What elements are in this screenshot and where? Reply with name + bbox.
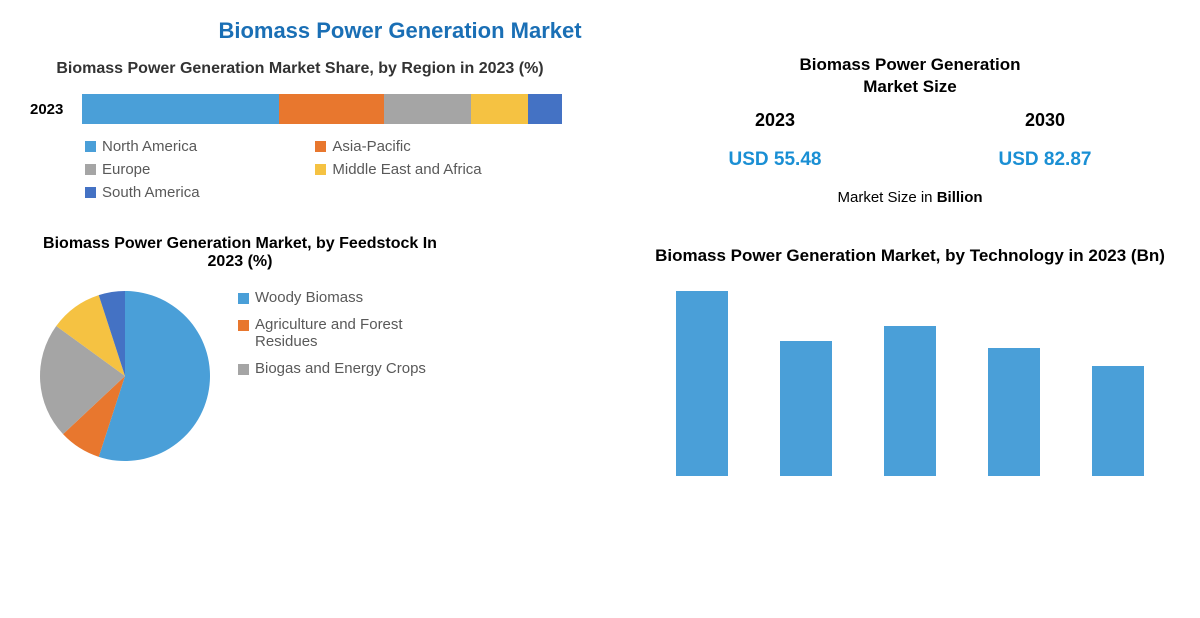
technology-bar: [780, 341, 832, 476]
market-size-title-l1: Biomass Power Generation: [799, 55, 1020, 74]
left-column: Biomass Power Generation Market Share, b…: [0, 54, 620, 476]
region-bar-row: 2023: [30, 94, 620, 124]
region-stacked-bar: [82, 94, 562, 124]
feedstock-legend: Woody Biomass Agriculture and Forest Resi…: [238, 289, 455, 471]
legend-swatch: [238, 364, 249, 375]
legend-swatch: [315, 164, 326, 175]
value-2023: USD 55.48: [729, 149, 822, 171]
legend-swatch: [85, 141, 96, 152]
market-size-note: Market Size in Billion: [640, 189, 1180, 206]
legend-label: Middle East and Africa: [332, 161, 481, 178]
market-size-title: Biomass Power Generation Market Size: [640, 54, 1180, 98]
region-legend-item: Europe: [85, 161, 315, 178]
region-row-label: 2023: [30, 101, 82, 118]
technology-title: Biomass Power Generation Market, by Tech…: [640, 246, 1180, 266]
market-size-note-bold: Billion: [937, 189, 983, 206]
right-column: Biomass Power Generation Market Size 202…: [620, 54, 1180, 476]
region-segment: [471, 94, 529, 124]
value-2030: USD 82.87: [999, 149, 1092, 171]
region-chart: Biomass Power Generation Market Share, b…: [30, 60, 620, 207]
legend-label: Asia-Pacific: [332, 138, 410, 155]
legend-swatch: [85, 164, 96, 175]
region-legend-item: North America: [85, 138, 315, 155]
legend-label: Woody Biomass: [255, 289, 363, 306]
region-segment: [384, 94, 470, 124]
market-size-title-l2: Market Size: [863, 77, 957, 96]
region-segment: [82, 94, 279, 124]
region-chart-title: Biomass Power Generation Market Share, b…: [30, 60, 570, 78]
technology-bar: [884, 326, 936, 476]
market-size-note-prefix: Market Size in: [837, 189, 936, 206]
region-segment: [279, 94, 385, 124]
region-legend-item: Middle East and Africa: [315, 161, 545, 178]
feedstock-row: Woody Biomass Agriculture and Forest Resi…: [30, 281, 455, 471]
feedstock-legend-item: Agriculture and Forest Residues: [238, 316, 455, 350]
main-title: Biomass Power Generation Market: [0, 18, 1200, 44]
legend-label: Agriculture and Forest Residues: [255, 316, 455, 350]
legend-label: Europe: [102, 161, 150, 178]
region-legend-item: Asia-Pacific: [315, 138, 545, 155]
year-2030: 2030: [1025, 110, 1065, 131]
market-size-block: Biomass Power Generation Market Size 202…: [640, 54, 1180, 206]
technology-bar: [1092, 366, 1144, 476]
feedstock-chart: Biomass Power Generation Market, by Feed…: [30, 235, 620, 471]
legend-swatch: [238, 293, 249, 304]
legend-swatch: [315, 141, 326, 152]
layout-container: Biomass Power Generation Market Share, b…: [0, 54, 1200, 476]
feedstock-pie: [30, 281, 220, 471]
feedstock-legend-item: Biogas and Energy Crops: [238, 360, 455, 377]
technology-bar: [676, 291, 728, 476]
legend-swatch: [238, 320, 249, 331]
legend-swatch: [85, 187, 96, 198]
region-segment: [528, 94, 562, 124]
technology-bars: [640, 276, 1180, 476]
feedstock-legend-item: Woody Biomass: [238, 289, 455, 306]
legend-label: North America: [102, 138, 197, 155]
market-size-values: USD 55.48 USD 82.87: [640, 149, 1180, 171]
legend-label: South America: [102, 184, 200, 201]
market-size-years: 2023 2030: [640, 110, 1180, 131]
technology-bar: [988, 348, 1040, 476]
year-2023: 2023: [755, 110, 795, 131]
region-legend-item: South America: [85, 184, 315, 201]
feedstock-title: Biomass Power Generation Market, by Feed…: [30, 235, 450, 271]
legend-label: Biogas and Energy Crops: [255, 360, 426, 377]
technology-chart: Biomass Power Generation Market, by Tech…: [640, 246, 1180, 476]
region-legend: North America Asia-Pacific Europe Middle Ea…: [85, 138, 565, 207]
